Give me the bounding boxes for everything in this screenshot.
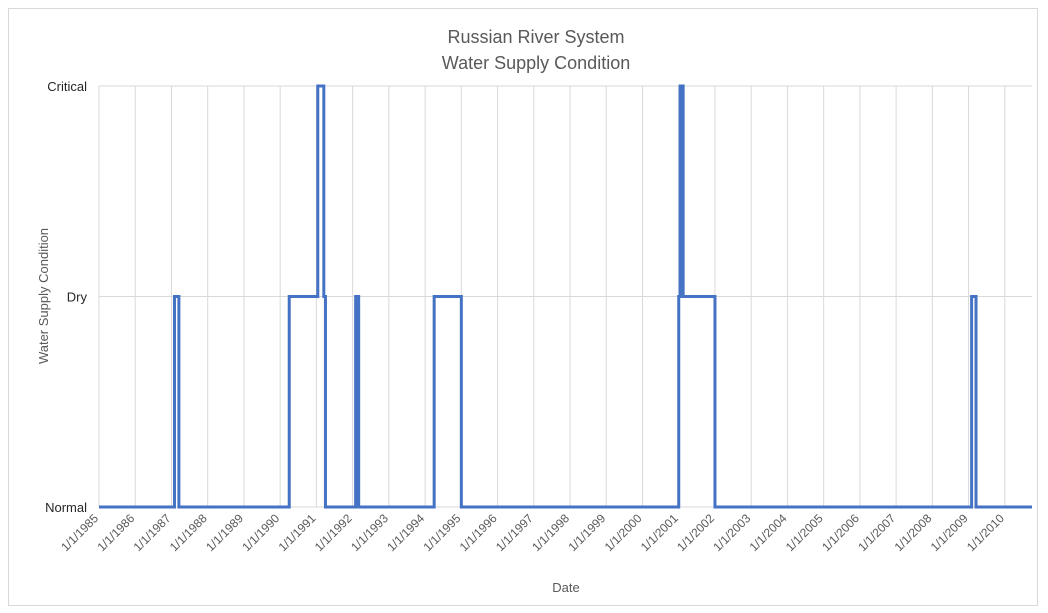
x-tick-label: 1/1/1988: [167, 511, 210, 554]
x-tick-label: 1/1/1995: [421, 511, 464, 554]
x-tick-label: 1/1/1985: [58, 511, 101, 554]
x-tick-label: 1/1/2005: [783, 511, 826, 554]
x-tick-label: 1/1/2003: [710, 511, 753, 554]
y-tick-label: Dry: [67, 290, 88, 305]
x-tick-label: 1/1/2009: [928, 511, 971, 554]
x-tick-label: 1/1/1999: [565, 511, 608, 554]
y-axis-label: Water Supply Condition: [36, 228, 51, 364]
x-tick-label: 1/1/1996: [457, 511, 500, 554]
x-tick-label: 1/1/1987: [131, 511, 174, 554]
x-tick-label: 1/1/2010: [964, 511, 1007, 554]
chart-title-line: Russian River System: [447, 27, 624, 47]
x-tick-label: 1/1/2004: [747, 511, 790, 554]
x-tick-label: 1/1/1990: [239, 511, 282, 554]
x-tick-label: 1/1/1998: [529, 511, 572, 554]
y-axis-ticks: Normal Dry Critical: [45, 79, 87, 515]
x-tick-label: 1/1/1992: [312, 511, 355, 554]
y-tick-label: Normal: [45, 500, 87, 515]
x-tick-label: 1/1/1989: [203, 511, 246, 554]
x-tick-label: 1/1/1986: [94, 511, 137, 554]
x-tick-label: 1/1/1991: [276, 511, 319, 554]
x-tick-label: 1/1/1994: [384, 511, 427, 554]
series-line: [99, 84, 1032, 509]
x-tick-label: 1/1/2006: [819, 511, 862, 554]
x-tick-label: 1/1/2001: [638, 511, 681, 554]
x-tick-label: 1/1/1997: [493, 511, 536, 554]
x-tick-label: 1/1/2008: [892, 511, 935, 554]
x-axis-label: Date: [552, 580, 579, 595]
chart-title-line: Water Supply Condition: [442, 53, 630, 73]
chart-title: Russian River System Water Supply Conditi…: [442, 27, 630, 73]
series-layer: [99, 84, 1032, 509]
grid: [98, 85, 1032, 508]
x-axis-ticks: 1/1/19851/1/19861/1/19871/1/19881/1/1989…: [58, 511, 1007, 554]
x-tick-label: 1/1/1993: [348, 511, 391, 554]
x-tick-label: 1/1/2000: [602, 511, 645, 554]
y-tick-label: Critical: [47, 79, 87, 94]
x-tick-label: 1/1/2007: [855, 511, 898, 554]
x-tick-label: 1/1/2002: [674, 511, 717, 554]
